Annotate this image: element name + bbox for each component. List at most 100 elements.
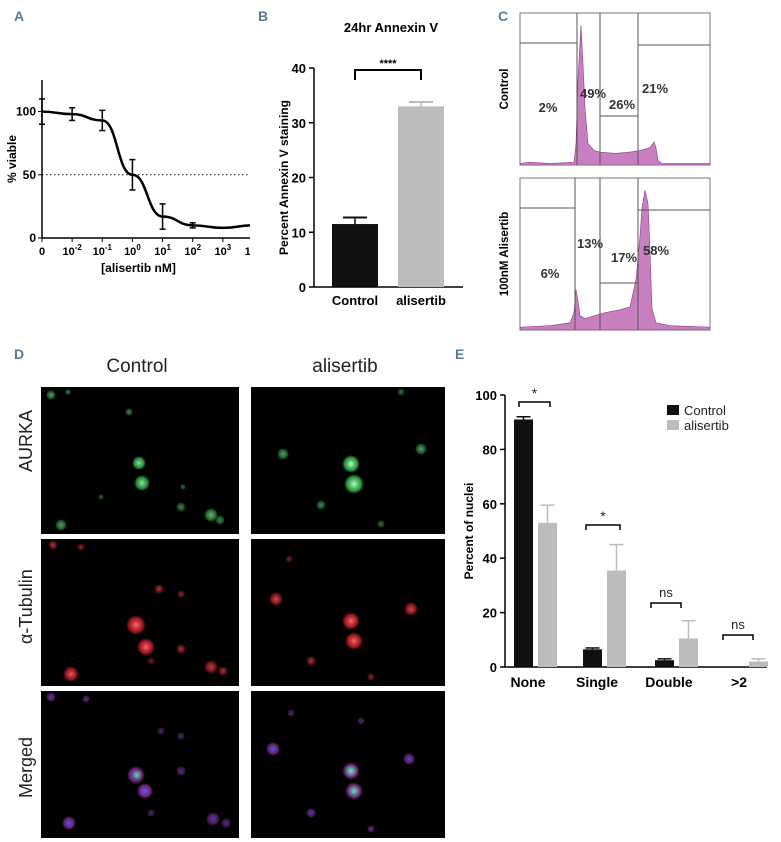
cell (342, 612, 360, 630)
a-x-tick-label: 10-2 (62, 243, 82, 258)
cell (125, 408, 133, 416)
cell (65, 389, 71, 395)
b-y-tick-label: 20 (292, 171, 306, 186)
cell-core (348, 785, 360, 797)
a-x-tick-label: 103 (215, 243, 232, 258)
b-y-tick-label: 40 (292, 61, 306, 76)
panel-letter-d: D (14, 346, 25, 362)
cell (154, 584, 164, 594)
a-y-tick-label: 50 (23, 168, 37, 182)
cell (285, 555, 293, 563)
b-x-tick-label: alisertib (396, 293, 446, 308)
e-significance-label: ns (659, 585, 673, 600)
micrograph-alisertib-aurka (251, 387, 445, 534)
panel-letter-e: E (455, 346, 465, 362)
e-bar-alisertib (749, 661, 768, 667)
b-bar-alisertib (398, 106, 444, 287)
panel-c-flow-histograms: 2% 49%26% 21% Control 6% 13% 17% 58% 100nM Alise… (499, 12, 711, 331)
cell (62, 816, 76, 830)
cell (204, 508, 218, 522)
cell (177, 590, 185, 598)
micrograph-control-aurka (41, 387, 239, 534)
cell (357, 717, 365, 725)
a-x-tick-label: 102 (184, 243, 201, 258)
e-x-tick-label: None (511, 674, 546, 690)
microscopy-row-merged: Merged (16, 736, 36, 798)
micrograph-control-merged (41, 691, 239, 838)
e-x-tick-label: >2 (731, 674, 747, 690)
e-y-tick-label: 20 (483, 606, 497, 621)
e-significance-bracket (518, 401, 551, 407)
e-y-tick-label: 60 (483, 497, 497, 512)
c-histogram (519, 25, 711, 166)
micrograph-alisertib-merged (251, 691, 445, 838)
cell (77, 543, 85, 551)
cell (176, 644, 186, 654)
c-gate-label: 58% (643, 243, 669, 258)
c-plot-frame (519, 12, 711, 166)
b-y-tick-label: 10 (292, 225, 306, 240)
e-x-tick-label: Single (576, 674, 618, 690)
c-gate-label: 49% (580, 86, 606, 101)
panel-e-chart: 0 20 40 60 80 100 None Single Double >2 * * ns ns Cont… (462, 385, 768, 690)
b-x-tick-label: Control (332, 293, 378, 308)
cell (269, 592, 283, 606)
c-gate-label: 13% (577, 236, 603, 251)
e-legend-swatch (667, 405, 679, 415)
panel-d-microscopy: Control alisertib AURKA α-Tubulin Merged (0, 350, 450, 842)
c-gate-label: 26% (609, 97, 635, 112)
b-y-tick-label: 30 (292, 116, 306, 131)
e-legend-label: alisertib (684, 418, 729, 433)
cell (137, 638, 155, 656)
c-histogram (519, 190, 711, 331)
a-x-tick-label: 104 (245, 243, 250, 258)
b-significance-bracket (354, 69, 422, 80)
c-gate-label: 21% (642, 81, 668, 96)
cell (344, 474, 364, 494)
cell (82, 695, 90, 703)
b-y-tick-label: 0 (299, 280, 306, 295)
cell (176, 502, 186, 512)
cell (277, 448, 289, 460)
e-y-tick-label: 0 (490, 660, 497, 675)
e-legend-label: Control (684, 403, 726, 418)
cell (55, 519, 67, 531)
e-significance-label: * (532, 385, 538, 401)
e-significance-bracket (585, 524, 621, 530)
cell (137, 783, 153, 799)
e-significance-label: * (600, 508, 606, 524)
c-row-control: 2% 49%26% 21% Control (499, 12, 711, 166)
e-bar-control (655, 660, 674, 667)
c-gate-label: 6% (541, 266, 560, 281)
cell-core (132, 770, 142, 780)
cell (367, 825, 375, 833)
a-y-tick-label: 100 (16, 105, 36, 119)
microscopy-row-tubulin: α-Tubulin (16, 569, 36, 644)
cell (48, 540, 58, 550)
cell (132, 456, 146, 470)
cell (306, 656, 316, 666)
e-bar-alisertib (538, 522, 557, 667)
microscopy-column-control: Control (106, 356, 168, 377)
e-y-tick-label: 80 (483, 442, 497, 457)
cell (316, 500, 326, 510)
e-bar-control (514, 419, 533, 667)
cell (218, 666, 228, 676)
e-legend-swatch (667, 420, 679, 430)
c-row-label: 100nM Alisertib (499, 212, 511, 297)
micrograph-alisertib-tubulin (251, 539, 445, 686)
b-y-label: Percent Annexin V staining (277, 100, 291, 255)
cell (306, 808, 316, 818)
cell (180, 484, 186, 490)
a-x-tick-label: 100 (124, 243, 141, 258)
cell (98, 494, 104, 500)
a-curve (41, 110, 250, 230)
e-y-label: Percent of nuclei (462, 483, 476, 580)
c-row-label: Control (499, 69, 511, 110)
e-significance-label: ns (731, 617, 745, 632)
cell (204, 660, 218, 674)
cell (345, 632, 363, 650)
e-bar-alisertib (607, 570, 626, 667)
cell (134, 475, 150, 491)
cell (63, 666, 79, 682)
